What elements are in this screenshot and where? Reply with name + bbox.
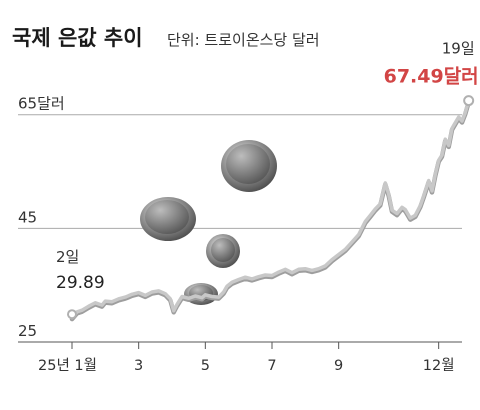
x-tick-label: 7 bbox=[267, 358, 276, 374]
silver-coin-illustration bbox=[140, 140, 277, 305]
grid-lines bbox=[18, 114, 462, 343]
end-value-label: 67.49달러 bbox=[384, 66, 479, 88]
x-tick-label: 5 bbox=[201, 358, 210, 374]
x-tick-label: 3 bbox=[134, 358, 143, 374]
series-line-shadow bbox=[69, 99, 471, 322]
y-axis-labels: 65달러 45 25 bbox=[18, 95, 65, 340]
start-date-label: 2일 bbox=[56, 248, 79, 266]
x-tick-label: 25년 1월 bbox=[38, 357, 97, 374]
coin-icon bbox=[206, 234, 240, 268]
coin-icon bbox=[221, 140, 277, 192]
end-date-label: 19일 bbox=[442, 40, 475, 58]
x-axis: 25년 1월 3 5 7 9 12월 bbox=[38, 342, 455, 374]
coin-icon bbox=[140, 197, 196, 241]
x-tick-label: 12월 bbox=[423, 357, 455, 374]
x-tick-label: 9 bbox=[334, 358, 343, 374]
start-point-marker bbox=[67, 309, 77, 320]
chart-subtitle: 단위: 트로이온스당 달러 bbox=[167, 31, 320, 49]
y-tick-label: 65달러 bbox=[18, 95, 65, 113]
y-tick-label: 45 bbox=[18, 208, 37, 226]
y-tick-label: 25 bbox=[18, 322, 37, 340]
end-point-marker bbox=[463, 95, 475, 107]
start-value-label: 29.89 bbox=[56, 273, 105, 293]
silver-price-line bbox=[70, 98, 471, 320]
chart-title: 국제 은값 추이 bbox=[12, 26, 143, 50]
